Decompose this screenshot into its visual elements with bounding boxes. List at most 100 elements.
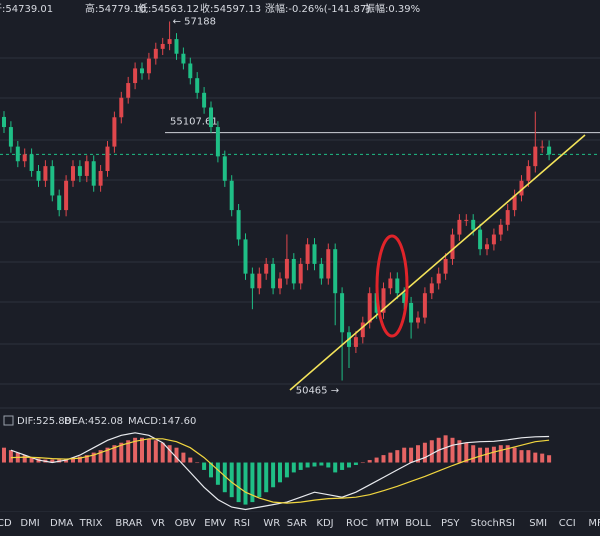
candle-body (29, 154, 34, 172)
candle-body (15, 146, 20, 162)
candle-body (457, 219, 462, 235)
candle-body (471, 219, 476, 230)
macd-bar (257, 462, 262, 498)
settings-icon[interactable] (3, 415, 14, 426)
macd-bar (29, 457, 34, 463)
macd-bar (547, 455, 552, 463)
indicator-tab[interactable]: BOLL (405, 518, 431, 529)
macd-bar (181, 452, 186, 463)
macd-bar (146, 438, 151, 463)
candle-body (291, 258, 296, 284)
macd-bar (298, 462, 303, 470)
macd-bar (291, 462, 296, 473)
indicator-tab[interactable]: MFI (588, 518, 600, 529)
macd-bar (471, 445, 476, 463)
price-line-label: 55107.61 (170, 117, 218, 128)
macd-legend: DEA:452.08 (64, 416, 123, 427)
indicator-tab[interactable]: BRAR (115, 518, 142, 529)
macd-bar (347, 462, 351, 468)
macd-bar (153, 440, 158, 463)
macd-bar (319, 462, 324, 466)
indicator-tab[interactable]: CCI (559, 518, 576, 529)
candle-body (77, 166, 82, 176)
candle-body (395, 278, 400, 294)
indicator-tab[interactable]: WR (263, 518, 280, 529)
candle-body (50, 166, 55, 196)
macd-bar (195, 462, 200, 464)
candle-body (2, 116, 6, 128)
candle-body (450, 234, 455, 259)
indicator-tab[interactable]: MTM (376, 518, 399, 529)
macd-bar (91, 452, 96, 463)
candle-body (181, 53, 186, 64)
candle-body (22, 154, 27, 162)
macd-bar (422, 442, 427, 463)
candle-body (305, 244, 310, 264)
candle-body (519, 180, 524, 196)
macd-bar (512, 447, 517, 463)
macd-bar (526, 450, 531, 463)
candle-body (140, 68, 144, 74)
indicator-tab[interactable]: RSI (234, 518, 250, 529)
candle-body (64, 180, 69, 211)
macd-bar (250, 462, 255, 503)
candle-body (367, 293, 372, 323)
macd-bar (188, 457, 193, 463)
indicator-tab[interactable]: SAR (287, 518, 307, 529)
indicator-tab[interactable]: DMI (20, 518, 39, 529)
candle-body (167, 39, 172, 44)
candle-body (436, 273, 441, 284)
macd-bar (485, 447, 489, 463)
candle-body (119, 97, 124, 118)
macd-dea-line (10, 438, 550, 504)
macd-bar (305, 462, 310, 468)
macd-bar (429, 440, 434, 463)
candle-body (250, 273, 255, 289)
macd-bar (2, 447, 6, 463)
macd-bar (119, 442, 124, 463)
macd-bar (167, 445, 172, 463)
macd-bar (229, 462, 234, 498)
macd-bar (243, 462, 248, 505)
highlight-ellipse (375, 234, 409, 338)
indicator-tab[interactable]: StochRSI (471, 518, 515, 529)
macd-bar (519, 450, 524, 463)
candle-body (485, 244, 489, 250)
indicator-tab[interactable]: TRIX (79, 518, 103, 529)
trend-line (289, 134, 586, 391)
macd-bar (402, 447, 407, 463)
indicator-tab[interactable]: DMA (50, 518, 73, 529)
macd-bar (416, 445, 420, 463)
macd-bar (105, 447, 110, 463)
indicator-tab[interactable]: EMV (204, 518, 226, 529)
macd-bar (388, 452, 393, 463)
macd-bar (395, 450, 400, 463)
indicator-tab[interactable]: PSY (441, 518, 460, 529)
tab-bar (0, 512, 600, 536)
macd-bar (174, 447, 179, 463)
indicator-tab[interactable]: SMI (529, 518, 547, 529)
macd-bar (77, 456, 82, 463)
macd-bar (478, 447, 483, 463)
indicator-tab[interactable]: OBV (175, 518, 196, 529)
indicator-tab[interactable]: CD (0, 518, 12, 529)
candle-body (257, 273, 262, 289)
indicator-tab[interactable]: KDJ (316, 518, 333, 529)
macd-bar (498, 445, 503, 463)
candle-body (278, 278, 282, 289)
macd-bar (202, 462, 207, 470)
candle-body (236, 210, 241, 240)
macd-bar (209, 462, 213, 478)
candle-body (98, 171, 103, 186)
macd-bar (215, 462, 220, 485)
indicator-tab[interactable]: ROC (346, 518, 368, 529)
candle-body (112, 117, 117, 147)
candle-body (512, 195, 517, 211)
candle-body (526, 166, 531, 181)
macd-bar (340, 462, 345, 470)
indicator-tab[interactable]: VR (151, 518, 165, 529)
candle-body (381, 288, 386, 313)
